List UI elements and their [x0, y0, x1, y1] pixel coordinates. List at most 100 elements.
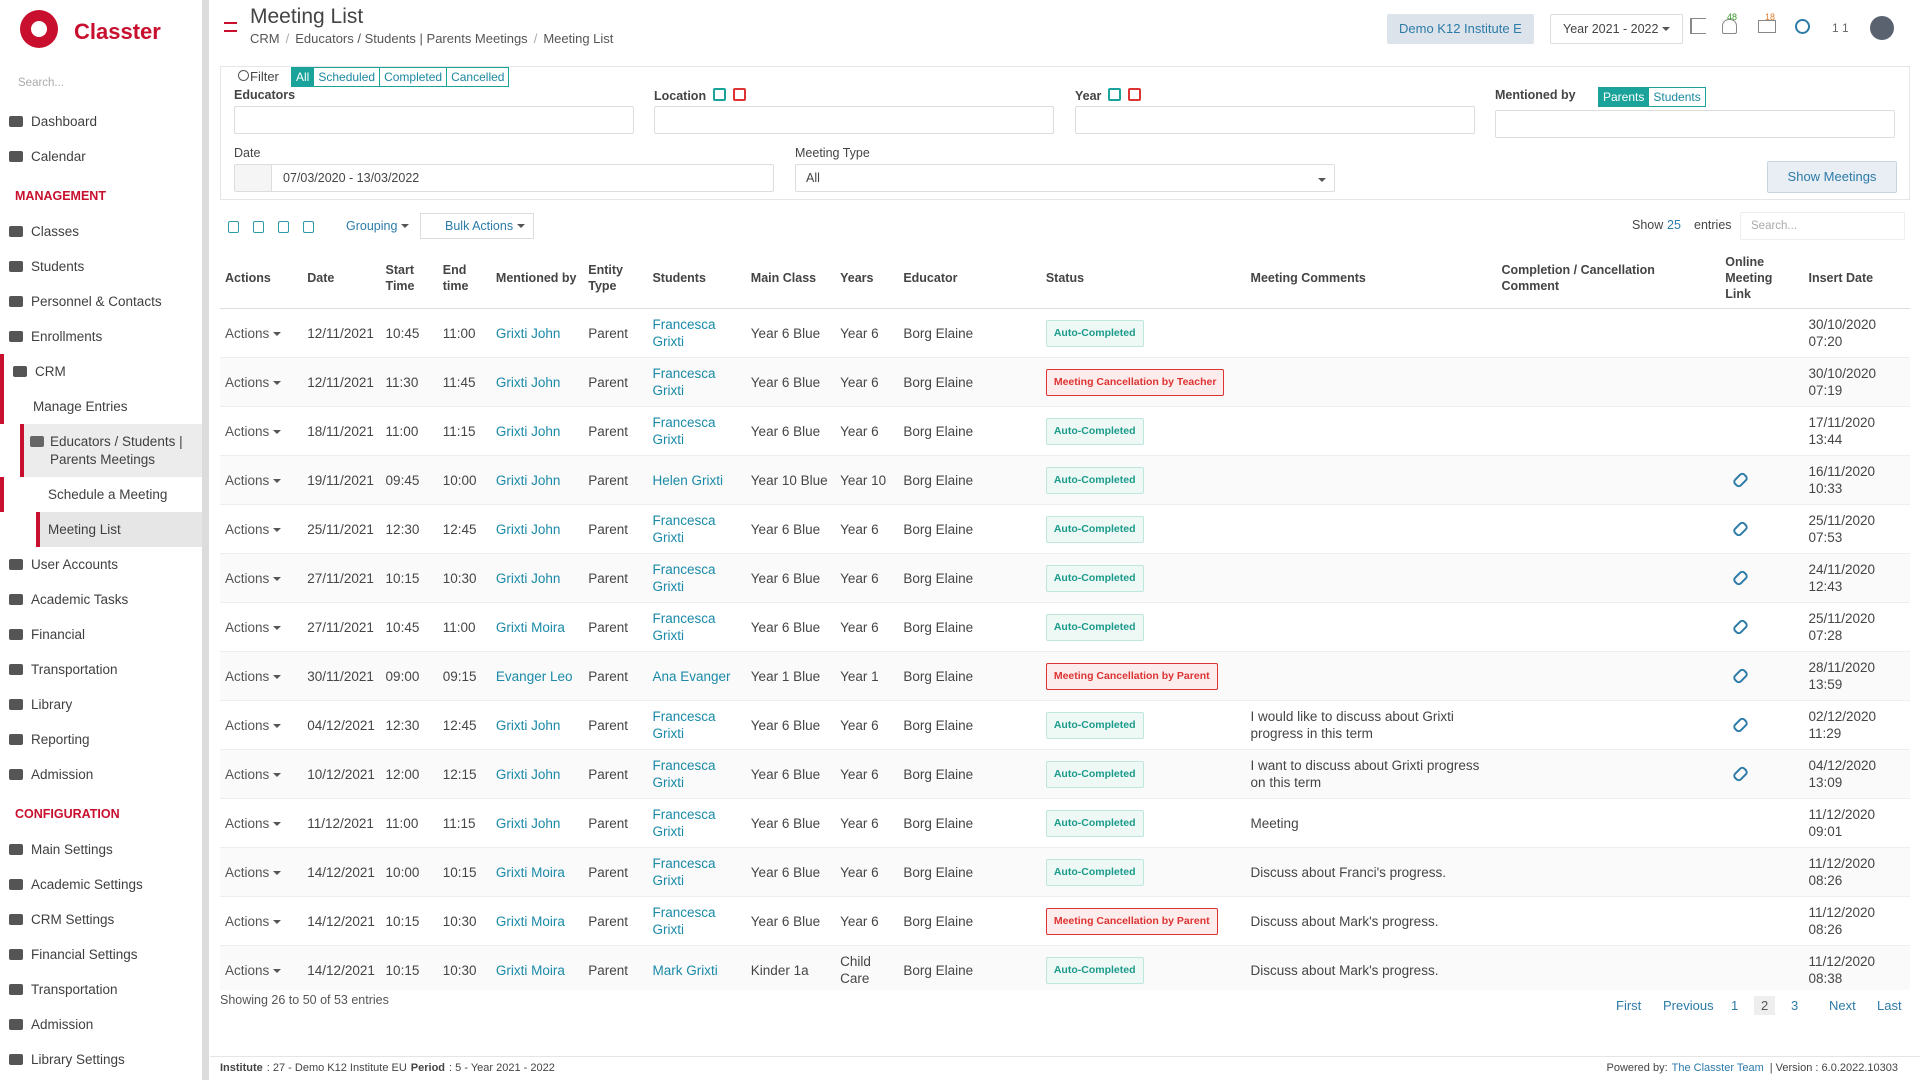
- row-actions[interactable]: Actions: [220, 749, 303, 799]
- page-size[interactable]: 25: [1667, 218, 1681, 232]
- export-icon[interactable]: [278, 221, 289, 233]
- menu-item[interactable]: Admission: [0, 757, 202, 792]
- menu-item[interactable]: Dashboard: [0, 104, 202, 139]
- menu-item[interactable]: Admission: [0, 1007, 202, 1042]
- column-header[interactable]: Mentioned by: [490, 248, 584, 309]
- status-tab[interactable]: All: [291, 67, 315, 87]
- menu-item[interactable]: Academic Settings: [0, 867, 202, 902]
- menu-item[interactable]: Calendar: [0, 139, 202, 174]
- page-link[interactable]: 2: [1754, 996, 1776, 1015]
- flag-icon[interactable]: [1690, 18, 1706, 34]
- menu-item[interactable]: Classes: [0, 214, 202, 249]
- row-actions[interactable]: Actions: [220, 896, 303, 946]
- menu-item[interactable]: Main Settings: [0, 832, 202, 867]
- column-header[interactable]: End time: [437, 248, 491, 309]
- avatar[interactable]: [1870, 16, 1894, 40]
- table-cell[interactable]: Helen Grixti: [647, 455, 746, 505]
- meeting-link-icon[interactable]: [1731, 470, 1750, 489]
- column-header[interactable]: Educator: [898, 248, 1041, 309]
- column-header[interactable]: Meeting Comments: [1245, 248, 1497, 309]
- meeting-type-select[interactable]: All: [795, 164, 1335, 192]
- menu-item[interactable]: Personnel & Contacts: [0, 284, 202, 319]
- table-cell[interactable]: Francesca Grixti: [647, 602, 746, 652]
- table-cell[interactable]: Grixti Moira: [490, 847, 584, 897]
- menu-item[interactable]: Students: [0, 249, 202, 284]
- menu-item[interactable]: Academic Tasks: [0, 582, 202, 617]
- clear-all[interactable]: [733, 88, 747, 101]
- meeting-link-icon[interactable]: [1731, 568, 1750, 587]
- menu-item[interactable]: Enrollments: [0, 319, 202, 354]
- mentioned-option[interactable]: Parents: [1598, 87, 1650, 107]
- table-cell[interactable]: Grixti John: [490, 455, 584, 505]
- bulk-actions-button[interactable]: Bulk Actions: [420, 213, 535, 239]
- export-icon[interactable]: [228, 221, 239, 233]
- column-header[interactable]: Main Class: [745, 248, 836, 309]
- menu-item[interactable]: Financial Settings: [0, 937, 202, 972]
- year-selector[interactable]: Year 2021 - 2022: [1550, 14, 1684, 44]
- table-cell[interactable]: Grixti Moira: [490, 945, 584, 990]
- table-cell[interactable]: Grixti Moira: [490, 602, 584, 652]
- select-all[interactable]: [713, 88, 727, 101]
- mail-icon[interactable]: [1758, 20, 1776, 33]
- menu-item[interactable]: Educators / Students | Parents Meetings: [20, 424, 202, 477]
- page-link[interactable]: Last: [1877, 998, 1902, 1013]
- institute-selector[interactable]: Demo K12 Institute E: [1387, 14, 1534, 44]
- mentioned-option[interactable]: Students: [1648, 87, 1706, 107]
- sidebar-search[interactable]: Search...: [18, 77, 65, 89]
- menu-item[interactable]: CRM: [0, 354, 202, 389]
- column-header[interactable]: Online Meeting Link: [1720, 248, 1804, 309]
- table-cell[interactable]: Francesca Grixti: [647, 798, 746, 848]
- page-link[interactable]: First: [1616, 998, 1642, 1013]
- column-header[interactable]: Insert Date: [1803, 248, 1910, 309]
- table-cell[interactable]: Grixti John: [490, 308, 584, 358]
- table-cell[interactable]: Francesca Grixti: [647, 847, 746, 897]
- table-cell[interactable]: Francesca Grixti: [647, 308, 746, 358]
- column-header[interactable]: Completion / Cancellation Comment: [1496, 248, 1721, 309]
- field-input[interactable]: [234, 106, 634, 134]
- menu-item[interactable]: Transportation: [0, 972, 202, 1007]
- table-cell[interactable]: Ana Evanger: [647, 651, 746, 701]
- table-cell[interactable]: Grixti John: [490, 357, 584, 407]
- row-actions[interactable]: Actions: [220, 651, 303, 701]
- column-header[interactable]: Years: [835, 248, 899, 309]
- page-link[interactable]: Previous: [1663, 998, 1714, 1013]
- grouping-button[interactable]: Grouping: [330, 219, 410, 233]
- menu-item[interactable]: Meeting List: [36, 512, 202, 547]
- row-actions[interactable]: Actions: [220, 602, 303, 652]
- table-cell[interactable]: Grixti John: [490, 749, 584, 799]
- menu-item[interactable]: User Accounts: [0, 547, 202, 582]
- row-actions[interactable]: Actions: [220, 406, 303, 456]
- meeting-link-icon[interactable]: [1731, 764, 1750, 783]
- column-header[interactable]: Actions: [220, 248, 303, 309]
- table-cell[interactable]: Grixti John: [490, 700, 584, 750]
- menu-item[interactable]: Financial: [0, 617, 202, 652]
- column-header[interactable]: Start Time: [380, 248, 438, 309]
- menu-item[interactable]: Library: [0, 687, 202, 722]
- table-cell[interactable]: Grixti John: [490, 553, 584, 603]
- table-cell[interactable]: Grixti Moira: [490, 896, 584, 946]
- menu-item[interactable]: Manage Entries: [0, 389, 202, 424]
- export-icon[interactable]: [303, 221, 314, 233]
- table-cell[interactable]: Francesca Grixti: [647, 553, 746, 603]
- row-actions[interactable]: Actions: [220, 357, 303, 407]
- row-actions[interactable]: Actions: [220, 945, 303, 990]
- status-tab[interactable]: Scheduled: [313, 67, 381, 87]
- menu-item[interactable]: Reporting: [0, 722, 202, 757]
- logo[interactable]: [20, 10, 58, 48]
- column-header[interactable]: Entity Type: [583, 248, 648, 309]
- brand[interactable]: Classter: [74, 19, 161, 44]
- table-search[interactable]: Search...: [1740, 212, 1905, 240]
- table-cell[interactable]: Francesca Grixti: [647, 749, 746, 799]
- table-cell[interactable]: Francesca Grixti: [647, 504, 746, 554]
- show-meetings-button[interactable]: Show Meetings: [1767, 161, 1897, 193]
- date-input[interactable]: 07/03/2020 - 13/03/2022: [234, 164, 774, 192]
- table-cell[interactable]: Francesca Grixti: [647, 406, 746, 456]
- hamburger[interactable]: [224, 22, 237, 32]
- status-tab[interactable]: Cancelled: [446, 67, 510, 87]
- table-cell[interactable]: Francesca Grixti: [647, 700, 746, 750]
- column-header[interactable]: Date: [302, 248, 381, 309]
- meeting-link-icon[interactable]: [1731, 617, 1750, 636]
- menu-item[interactable]: Library Settings: [0, 1042, 202, 1077]
- table-cell[interactable]: Mark Grixti: [647, 945, 746, 990]
- sync-icon[interactable]: [1795, 19, 1810, 34]
